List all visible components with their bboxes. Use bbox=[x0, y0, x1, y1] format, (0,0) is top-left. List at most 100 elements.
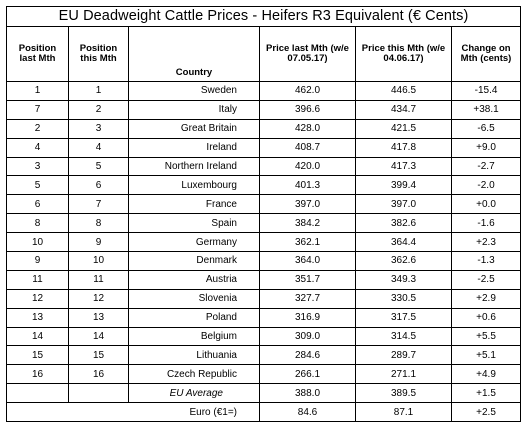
table-row: 15 15 Lithuania 284.6 289.7 +5.1 bbox=[6, 345, 522, 366]
table-row: 16 16 Czech Republic 266.1 271.1 +4.9 bbox=[6, 364, 522, 385]
cell-country: Lithuania bbox=[128, 345, 260, 366]
cell-country: Northern Ireland bbox=[128, 156, 260, 177]
cell-position-this-month: 2 bbox=[68, 99, 129, 120]
cell-change-on-month: -2.0 bbox=[450, 175, 522, 196]
cell-country: Belgium bbox=[128, 326, 260, 347]
cell-change-on-month: -15.4 bbox=[450, 81, 522, 101]
cell-position-this-month: 1 bbox=[68, 81, 129, 101]
cell-price-last-month: 266.1 bbox=[259, 364, 356, 385]
cell-position-this-month: 16 bbox=[68, 364, 129, 385]
cell-position-last-month: 8 bbox=[6, 213, 69, 234]
cell-price-last-month: 364.0 bbox=[259, 251, 356, 271]
cell-price-last-month: 384.2 bbox=[259, 213, 356, 234]
cell-price-this-month: 397.0 bbox=[355, 194, 452, 215]
cell-change-on-month: -1.3 bbox=[450, 251, 522, 271]
euro-rate-row: Euro (€1=) 84.6 87.1 +2.5 bbox=[6, 402, 522, 422]
cell-position-last-month: 12 bbox=[6, 288, 69, 309]
cell-position-this-month: 5 bbox=[68, 156, 129, 177]
cell-country: Austria bbox=[128, 269, 260, 290]
table-row: 2 3 Great Britain 428.0 421.5 -6.5 bbox=[6, 118, 522, 139]
header-position-this-month: Position this Mth bbox=[68, 26, 129, 82]
cell-country: Sweden bbox=[128, 81, 260, 101]
cell-price-last-month: 351.7 bbox=[259, 269, 356, 290]
euro-rate-change: +2.5 bbox=[450, 402, 522, 422]
cell-position-last-month: 2 bbox=[6, 118, 69, 139]
eu-average-change: +1.5 bbox=[450, 383, 522, 404]
cell-price-last-month: 397.0 bbox=[259, 194, 356, 215]
cell-price-this-month: 417.3 bbox=[355, 156, 452, 177]
cell-change-on-month: +5.1 bbox=[450, 345, 522, 366]
cell-position-last-month: 11 bbox=[6, 269, 69, 290]
cell-country: France bbox=[128, 194, 260, 215]
cell-price-last-month: 362.1 bbox=[259, 232, 356, 253]
cell-position-last-month: 7 bbox=[6, 99, 69, 120]
cell-position-this-month: 14 bbox=[68, 326, 129, 347]
cell-price-this-month: 317.5 bbox=[355, 307, 452, 328]
cell-change-on-month: +2.3 bbox=[450, 232, 522, 253]
cell-position-last-month: 3 bbox=[6, 156, 69, 177]
table-row: 12 12 Slovenia 327.7 330.5 +2.9 bbox=[6, 288, 522, 309]
cell-price-this-month: 446.5 bbox=[355, 81, 452, 101]
header-position-last-month: Position last Mth bbox=[6, 26, 69, 82]
cell-price-this-month: 434.7 bbox=[355, 99, 452, 120]
eu-average-price-this-month: 389.5 bbox=[355, 383, 452, 404]
cell-country: Luxembourg bbox=[128, 175, 260, 196]
cell-position-last-month: 1 bbox=[6, 81, 69, 101]
cell-position-last-month: 13 bbox=[6, 307, 69, 328]
table-row: 4 4 Ireland 408.7 417.8 +9.0 bbox=[6, 137, 522, 158]
cell-change-on-month: +4.9 bbox=[450, 364, 522, 385]
cell-position-this-month: 4 bbox=[68, 137, 129, 158]
cell-price-this-month: 314.5 bbox=[355, 326, 452, 347]
cell-position-last-month: 6 bbox=[6, 194, 69, 215]
cell-change-on-month: +2.9 bbox=[450, 288, 522, 309]
eu-average-price-last-month: 388.0 bbox=[259, 383, 356, 404]
cell-country: Denmark bbox=[128, 251, 260, 271]
cell-price-this-month: 382.6 bbox=[355, 213, 452, 234]
cell-position-this-month: 15 bbox=[68, 345, 129, 366]
cell-position-this-month: 7 bbox=[68, 194, 129, 215]
blank-cell bbox=[6, 383, 69, 404]
euro-rate-last-month: 84.6 bbox=[259, 402, 356, 422]
header-change-on-month: Change on Mth (cents) bbox=[450, 26, 522, 82]
cell-change-on-month: -2.7 bbox=[450, 156, 522, 177]
cell-change-on-month: -2.5 bbox=[450, 269, 522, 290]
cell-position-this-month: 13 bbox=[68, 307, 129, 328]
cell-country: Poland bbox=[128, 307, 260, 328]
cell-price-last-month: 284.6 bbox=[259, 345, 356, 366]
cell-price-this-month: 364.4 bbox=[355, 232, 452, 253]
cell-country: Germany bbox=[128, 232, 260, 253]
cell-change-on-month: -6.5 bbox=[450, 118, 522, 139]
header-price-this-month: Price this Mth (w/e 04.06.17) bbox=[355, 26, 452, 82]
cell-country: Italy bbox=[128, 99, 260, 120]
cell-price-this-month: 271.1 bbox=[355, 364, 452, 385]
table-row: 6 7 France 397.0 397.0 +0.0 bbox=[6, 194, 522, 215]
cell-price-last-month: 316.9 bbox=[259, 307, 356, 328]
cell-position-last-month: 16 bbox=[6, 364, 69, 385]
cell-position-this-month: 11 bbox=[68, 269, 129, 290]
cell-price-this-month: 349.3 bbox=[355, 269, 452, 290]
table-row: 5 6 Luxembourg 401.3 399.4 -2.0 bbox=[6, 175, 522, 196]
cell-change-on-month: +38.1 bbox=[450, 99, 522, 120]
table-row: 9 10 Denmark 364.0 362.6 -1.3 bbox=[6, 251, 522, 271]
cell-position-this-month: 12 bbox=[68, 288, 129, 309]
cell-position-this-month: 8 bbox=[68, 213, 129, 234]
cell-change-on-month: +5.5 bbox=[450, 326, 522, 347]
price-table: EU Deadweight Cattle Prices - Heifers R3… bbox=[5, 6, 522, 422]
table-row: 13 13 Poland 316.9 317.5 +0.6 bbox=[6, 307, 522, 328]
cell-position-this-month: 9 bbox=[68, 232, 129, 253]
cell-position-last-month: 15 bbox=[6, 345, 69, 366]
cell-change-on-month: -1.6 bbox=[450, 213, 522, 234]
cell-price-this-month: 362.6 bbox=[355, 251, 452, 271]
cell-change-on-month: +0.6 bbox=[450, 307, 522, 328]
table-row: 10 9 Germany 362.1 364.4 +2.3 bbox=[6, 232, 522, 253]
table-row: 7 2 Italy 396.6 434.7 +38.1 bbox=[6, 99, 522, 120]
euro-rate-label: Euro (€1=) bbox=[6, 402, 260, 422]
cell-price-this-month: 289.7 bbox=[355, 345, 452, 366]
cell-price-this-month: 330.5 bbox=[355, 288, 452, 309]
cell-price-this-month: 421.5 bbox=[355, 118, 452, 139]
header-row: Position last Mth Position this Mth Coun… bbox=[6, 26, 522, 82]
cell-country: Czech Republic bbox=[128, 364, 260, 385]
cell-position-last-month: 4 bbox=[6, 137, 69, 158]
cell-price-last-month: 428.0 bbox=[259, 118, 356, 139]
table-row: 3 5 Northern Ireland 420.0 417.3 -2.7 bbox=[6, 156, 522, 177]
